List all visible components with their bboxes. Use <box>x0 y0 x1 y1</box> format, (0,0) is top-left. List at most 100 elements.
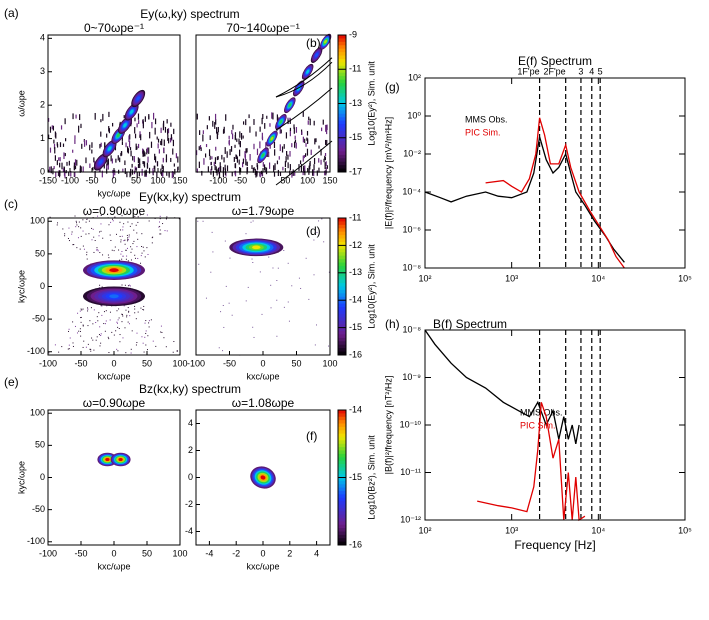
y-tick-label: 10⁻¹⁰ <box>400 419 422 429</box>
plot-frame <box>424 77 686 269</box>
noise-texture <box>94 170 96 178</box>
colorbar-step <box>338 538 346 543</box>
noise-texture <box>318 158 320 163</box>
noise-texture <box>231 171 233 177</box>
noise-texture <box>108 128 111 134</box>
noise-texture <box>124 168 126 175</box>
noise-texture <box>134 257 136 259</box>
noise-texture <box>287 162 289 169</box>
noise-texture <box>90 348 92 350</box>
colorbar-step <box>338 96 346 101</box>
colorbar-step <box>338 310 346 315</box>
colorbar-label: Log10(Ey²), Sim. unit <box>366 61 376 146</box>
noise-texture <box>161 171 163 176</box>
noise-texture <box>76 247 78 249</box>
noise-texture <box>92 167 94 171</box>
heat-level <box>129 109 134 114</box>
y-tick-label: 0 <box>40 472 45 482</box>
noise-texture <box>304 165 306 171</box>
noise-texture <box>146 214 148 216</box>
x-tick-label: 0 <box>260 175 265 185</box>
noise-texture <box>114 169 116 176</box>
colorbar-step <box>338 487 346 492</box>
colorbar-tick-label: -15 <box>349 322 362 332</box>
noise-texture <box>306 148 309 156</box>
colorbar-step <box>338 504 346 509</box>
colorbar-step <box>338 231 346 236</box>
noise-texture <box>244 151 246 158</box>
noise-texture <box>83 139 86 147</box>
noise-texture <box>160 331 162 333</box>
noise-texture <box>215 146 217 151</box>
noise-texture <box>272 267 274 269</box>
noise-texture <box>109 234 111 236</box>
x-tick-label: 2 <box>287 548 292 558</box>
noise-texture <box>245 119 247 126</box>
noise-texture <box>55 171 57 178</box>
noise-texture <box>136 123 138 128</box>
colorbar-step <box>338 235 346 240</box>
colorbar-step <box>338 541 346 546</box>
x-tick-label: 0 <box>111 548 116 558</box>
noise-texture <box>240 133 243 140</box>
noise-texture <box>325 161 327 167</box>
noise-texture <box>318 145 320 149</box>
noise-texture <box>324 162 326 170</box>
noise-texture <box>162 165 164 173</box>
noise-texture <box>98 334 100 336</box>
noise-texture <box>59 162 61 168</box>
noise-texture <box>163 337 165 339</box>
noise-texture <box>80 123 82 129</box>
noise-texture <box>215 166 217 174</box>
noise-texture <box>309 118 311 126</box>
colorbar-step <box>338 480 346 485</box>
noise-texture <box>153 165 155 169</box>
noise-texture <box>116 322 118 324</box>
noise-texture <box>211 231 213 233</box>
noise-texture <box>137 143 140 149</box>
noise-texture <box>144 256 146 258</box>
colorbar-step <box>338 245 346 250</box>
noise-texture <box>289 130 291 137</box>
noise-texture <box>137 113 140 120</box>
noise-texture <box>127 148 130 154</box>
noise-texture <box>302 111 304 117</box>
noise-texture <box>204 153 207 158</box>
noise-texture <box>73 165 75 171</box>
noise-texture <box>147 253 149 255</box>
noise-texture <box>144 336 146 338</box>
noise-texture <box>125 249 127 251</box>
noise-texture <box>64 138 67 142</box>
noise-texture <box>229 257 231 259</box>
noise-texture <box>144 116 146 122</box>
noise-texture <box>242 135 244 139</box>
noise-texture <box>234 144 236 148</box>
noise-texture <box>295 142 297 149</box>
noise-texture <box>264 166 266 173</box>
noise-texture <box>88 233 90 235</box>
noise-texture <box>264 123 266 129</box>
noise-texture <box>223 157 225 163</box>
noise-texture <box>268 162 271 169</box>
noise-texture <box>133 156 135 163</box>
noise-texture <box>126 255 128 257</box>
noise-texture <box>136 246 138 248</box>
noise-texture <box>120 239 122 241</box>
noise-texture <box>116 321 118 323</box>
noise-texture <box>52 125 55 131</box>
colorbar-tick-label: -11 <box>349 212 361 222</box>
colorbar-step <box>338 501 346 505</box>
x-tick-label: -150 <box>39 175 57 185</box>
noise-texture <box>147 335 149 337</box>
noise-texture <box>111 249 113 251</box>
noise-texture <box>261 132 263 140</box>
noise-texture <box>110 239 112 241</box>
noise-texture <box>253 167 255 171</box>
colorbar-step <box>338 141 346 146</box>
noise-texture <box>108 257 110 259</box>
y-axis-label: kyc/ωpe <box>16 270 26 303</box>
noise-texture <box>82 324 84 326</box>
noise-texture <box>74 215 76 217</box>
noise-texture <box>291 171 293 178</box>
noise-texture <box>209 135 211 140</box>
